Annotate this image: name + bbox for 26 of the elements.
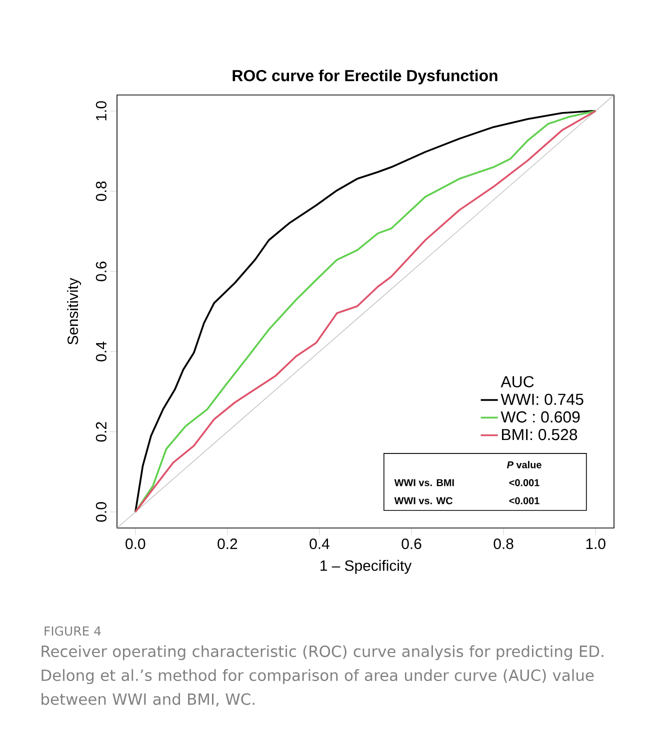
x-tick-label: 0.8 (494, 538, 514, 550)
y-axis-title: Sensitivity (67, 278, 82, 344)
annotation: WWI vs. BMI (394, 479, 454, 486)
legend-label: BMI: 0.528 (502, 428, 578, 440)
legend-title: AUC (500, 376, 534, 388)
x-tick-label: 0.6 (402, 538, 422, 550)
x-tick-label: 0.0 (126, 538, 146, 550)
annotation: <0.001 (509, 479, 540, 486)
x-tick-label: 0.2 (218, 538, 238, 550)
chart-title: ROC curve for Erectile Dysfunction (232, 70, 498, 84)
annotation: <0.001 (509, 497, 540, 504)
y-tick-label: 0.6 (96, 262, 106, 282)
x-axis-title: 1 – Specificity (320, 560, 412, 574)
x-tick-label: 1.0 (586, 538, 606, 550)
text: Receiver operating characteristic (ROC) curve analysis for predicting ED. Delong et al.’s method for comparison of area under curve (AUC) value between WWI and BMI, WC. (42, 645, 604, 707)
y-tick-label: 0.0 (96, 502, 106, 522)
y-tick-label: 0.8 (96, 181, 106, 202)
annotation: P value (506, 460, 542, 468)
annotation: WWI vs. WC (394, 497, 453, 504)
y-tick-label: 0.4 (96, 342, 106, 362)
caption: FIGURE 4 (44, 626, 101, 636)
legend-label: WC : 0.609 (500, 411, 580, 423)
y-tick-label: 1.0 (96, 101, 106, 120)
legend-label: WWI: 0.745 (500, 394, 584, 405)
x-tick-label: 0.4 (310, 538, 330, 550)
y-tick-label: 0.2 (96, 422, 106, 442)
